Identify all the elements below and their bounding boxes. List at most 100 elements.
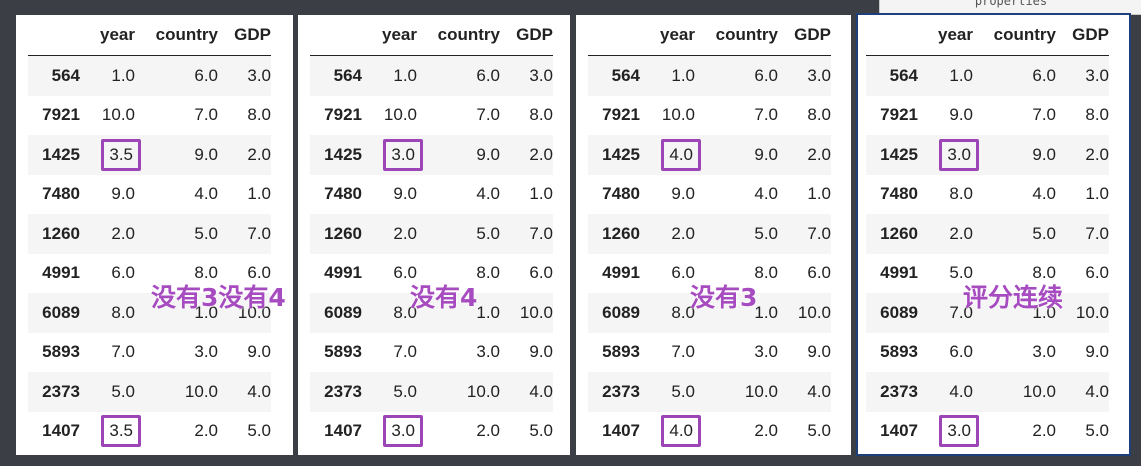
table-row: 6089 8.0 1.0 10.0 bbox=[310, 293, 553, 333]
table-row: 5893 7.0 3.0 9.0 bbox=[28, 333, 271, 373]
year-cell: 2.0 bbox=[671, 223, 695, 243]
year-cell: 3.0 bbox=[362, 412, 423, 452]
year-cell: 7.0 bbox=[111, 342, 135, 362]
gdp-cell: 7.0 bbox=[529, 223, 553, 243]
gdp-cell: 9.0 bbox=[1085, 342, 1109, 362]
country-cell: 2.0 bbox=[194, 421, 218, 441]
country-cell: 3.0 bbox=[754, 342, 778, 362]
year-cell: 8.0 bbox=[111, 302, 135, 322]
table-row: 7480 9.0 4.0 1.0 bbox=[310, 175, 553, 215]
country-cell: 9.0 bbox=[194, 144, 218, 164]
country-cell: 6.0 bbox=[194, 65, 218, 85]
year-header: year bbox=[640, 15, 695, 56]
row-index: 564 bbox=[889, 65, 918, 85]
gdp-cell: 10.0 bbox=[519, 302, 553, 322]
year-cell: 7.0 bbox=[393, 342, 417, 362]
table-row: 6089 7.0 1.0 10.0 bbox=[866, 293, 1109, 333]
year-cell: 6.0 bbox=[949, 342, 973, 362]
country-cell: 6.0 bbox=[476, 65, 500, 85]
country-cell: 9.0 bbox=[1032, 144, 1056, 164]
country-cell: 2.0 bbox=[1032, 421, 1056, 441]
country-cell: 3.0 bbox=[476, 342, 500, 362]
gdp-cell: 8.0 bbox=[247, 105, 271, 125]
table-row: 1407 3.5 2.0 5.0 bbox=[28, 412, 271, 452]
table-row: 1425 3.0 9.0 2.0 bbox=[866, 135, 1109, 175]
country-cell: 4.0 bbox=[194, 184, 218, 204]
index-header bbox=[866, 15, 918, 56]
gdp-cell: 1.0 bbox=[807, 184, 831, 204]
gdp-cell: 5.0 bbox=[247, 421, 271, 441]
country-cell: 4.0 bbox=[476, 184, 500, 204]
country-cell: 10.0 bbox=[466, 381, 500, 401]
dataframe-table: year country GDP 564 1.0 6.0 3.0 7921 10.0 7.0 8.0… bbox=[588, 15, 831, 451]
gdp-cell: 9.0 bbox=[247, 342, 271, 362]
year-cell: 3.5 bbox=[80, 412, 141, 452]
gdp-cell: 3.0 bbox=[807, 65, 831, 85]
index-header bbox=[28, 15, 80, 56]
gdp-cell: 4.0 bbox=[1085, 381, 1109, 401]
year-cell: 9.0 bbox=[671, 184, 695, 204]
table-header-row: year country GDP bbox=[28, 15, 271, 56]
table-row: 1407 3.0 2.0 5.0 bbox=[310, 412, 553, 452]
country-cell: 10.0 bbox=[184, 381, 218, 401]
row-index: 1425 bbox=[602, 144, 640, 164]
gdp-cell: 8.0 bbox=[1085, 105, 1109, 125]
row-index: 1407 bbox=[324, 421, 362, 441]
row-index: 7921 bbox=[880, 105, 918, 125]
gdp-cell: 4.0 bbox=[807, 381, 831, 401]
table-row: 5893 7.0 3.0 9.0 bbox=[310, 333, 553, 373]
annotation-label-4: 评分连续 bbox=[963, 283, 1064, 312]
dataframe-table: year country GDP 564 1.0 6.0 3.0 7921 10.0 7.0 8.0… bbox=[28, 15, 271, 451]
row-index: 7921 bbox=[324, 105, 362, 125]
row-index: 6089 bbox=[880, 302, 918, 322]
gdp-cell: 2.0 bbox=[807, 144, 831, 164]
country-cell: 8.0 bbox=[194, 263, 218, 283]
row-index: 564 bbox=[51, 65, 80, 85]
dataframe-panel-4-selected[interactable]: year country GDP 564 1.0 6.0 3.0 7921 9.0 7.0 8.0 1… bbox=[856, 13, 1131, 456]
table-row: 7921 10.0 7.0 8.0 bbox=[588, 96, 831, 136]
gdp-header: GDP bbox=[1056, 15, 1109, 56]
gdp-cell: 6.0 bbox=[529, 263, 553, 283]
row-index: 4991 bbox=[42, 263, 80, 283]
year-cell: 1.0 bbox=[111, 65, 135, 85]
table-row: 564 1.0 6.0 3.0 bbox=[310, 55, 553, 96]
country-cell: 1.0 bbox=[476, 302, 500, 322]
gdp-cell: 6.0 bbox=[807, 263, 831, 283]
row-index: 5893 bbox=[42, 342, 80, 362]
country-cell: 8.0 bbox=[1032, 263, 1056, 283]
year-header: year bbox=[362, 15, 417, 56]
dataframe-panel-1: year country GDP 564 1.0 6.0 3.0 7921 10.0 7.0 8.0… bbox=[16, 15, 293, 455]
row-index: 2373 bbox=[324, 381, 362, 401]
gdp-cell: 7.0 bbox=[807, 223, 831, 243]
annotation-label-1: 没有3没有4 bbox=[151, 283, 286, 312]
table-row: 1260 2.0 5.0 7.0 bbox=[310, 214, 553, 254]
country-header: country bbox=[417, 15, 500, 56]
gdp-cell: 5.0 bbox=[807, 421, 831, 441]
gdp-cell: 8.0 bbox=[529, 105, 553, 125]
year-cell: 3.0 bbox=[362, 135, 423, 175]
highlighted-year-value: 3.0 bbox=[383, 415, 423, 448]
gdp-cell: 4.0 bbox=[529, 381, 553, 401]
country-cell: 5.0 bbox=[754, 223, 778, 243]
year-cell: 1.0 bbox=[671, 65, 695, 85]
year-cell: 8.0 bbox=[671, 302, 695, 322]
table-header-row: year country GDP bbox=[310, 15, 553, 56]
table-row: 7921 10.0 7.0 8.0 bbox=[28, 96, 271, 136]
country-cell: 3.0 bbox=[194, 342, 218, 362]
year-cell: 4.0 bbox=[640, 412, 701, 452]
highlighted-year-value: 3.0 bbox=[939, 415, 979, 448]
row-index: 7921 bbox=[42, 105, 80, 125]
table-row: 1260 2.0 5.0 7.0 bbox=[28, 214, 271, 254]
gdp-cell: 2.0 bbox=[529, 144, 553, 164]
row-index: 5893 bbox=[324, 342, 362, 362]
country-cell: 1.0 bbox=[194, 302, 218, 322]
row-index: 5893 bbox=[602, 342, 640, 362]
country-cell: 4.0 bbox=[754, 184, 778, 204]
country-header: country bbox=[973, 15, 1056, 56]
country-header: country bbox=[695, 15, 778, 56]
gdp-cell: 10.0 bbox=[1075, 302, 1109, 322]
year-header: year bbox=[918, 15, 973, 56]
year-cell: 5.0 bbox=[393, 381, 417, 401]
gdp-cell: 5.0 bbox=[1085, 421, 1109, 441]
highlighted-year-value: 4.0 bbox=[661, 138, 701, 171]
